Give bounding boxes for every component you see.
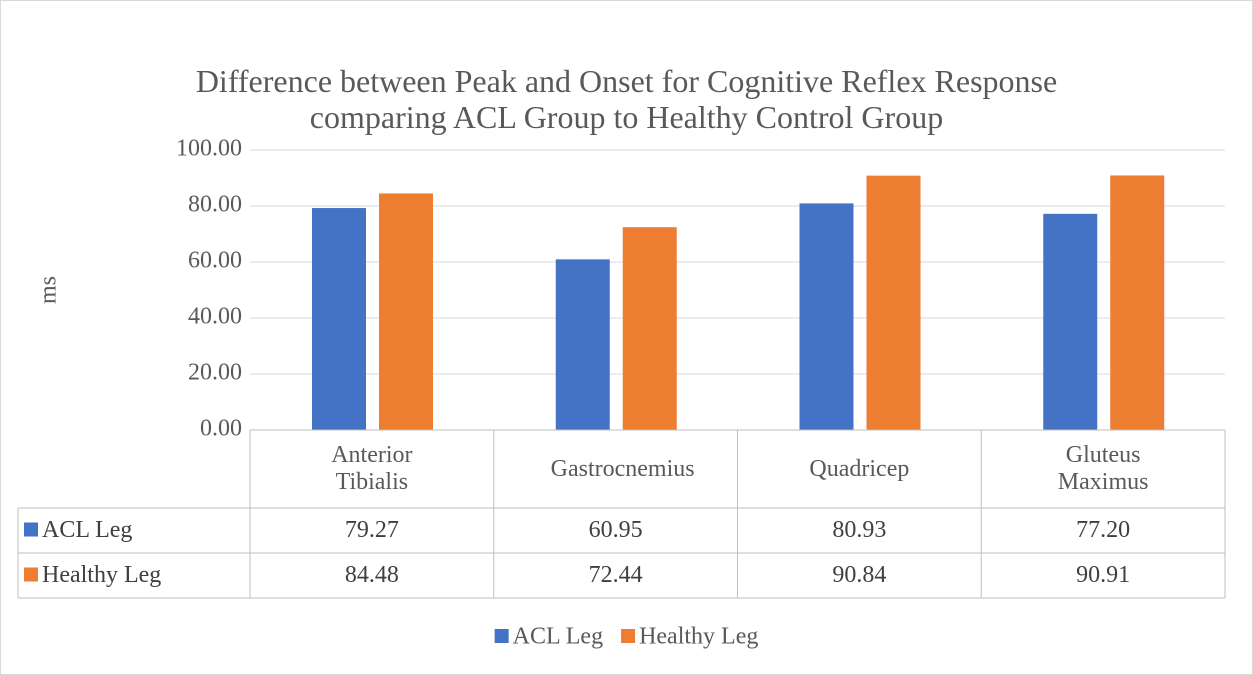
table-value: 79.27: [345, 517, 399, 543]
x-tick-label: Gastrocnemius: [550, 455, 695, 482]
y-tick-label: 40.00: [188, 304, 242, 330]
bar: [379, 193, 433, 430]
bar: [312, 208, 366, 430]
bar: [1043, 213, 1098, 430]
chart-title-wrap: Difference between Peak and Onset for Co…: [150, 55, 1103, 145]
table-value: 90.91: [1076, 562, 1130, 588]
y-tick-label: 0.00: [200, 416, 242, 442]
table-value: 72.44: [589, 562, 643, 588]
table-value: 84.48: [345, 562, 399, 588]
table-legend-key: [24, 522, 38, 537]
x-tick-label-wrap: Gluteus Maximus: [981, 430, 1225, 508]
x-tick-label-box: Gluteus Maximus: [981, 430, 1225, 508]
x-tick-label-box: Quadricep: [738, 430, 982, 508]
table-value: 77.20: [1076, 517, 1130, 543]
x-tick-label: Gluteus Maximus: [1057, 442, 1149, 495]
y-tick-label: 60.00: [188, 248, 242, 274]
legend-label: Healthy Leg: [639, 624, 758, 650]
x-tick-label: Quadricep: [809, 455, 910, 482]
x-tick-label-box: Anterior Tibialis: [250, 430, 494, 508]
x-tick-label-box: Gastrocnemius: [494, 430, 738, 508]
legend-label: ACL Leg: [513, 624, 603, 650]
table-series-name: ACL Leg: [42, 517, 132, 543]
bar: [866, 175, 921, 430]
table-value: 90.84: [832, 562, 886, 588]
bar: [622, 227, 677, 430]
table-value: 60.95: [589, 517, 643, 543]
x-tick-label-wrap: Anterior Tibialis: [250, 430, 494, 508]
y-tick-label: 20.00: [188, 360, 242, 386]
y-tick-label: 100.00: [176, 136, 242, 162]
legend-key: [621, 629, 636, 643]
bar: [1110, 175, 1165, 430]
legend-key: [494, 629, 509, 643]
bar: [555, 259, 610, 430]
chart-title-box: Difference between Peak and Onset for Co…: [150, 55, 1103, 145]
table-value: 80.93: [832, 517, 886, 543]
chart-title: Difference between Peak and Onset for Co…: [195, 63, 1058, 135]
bar: [799, 203, 854, 430]
x-tick-label: Anterior Tibialis: [331, 442, 413, 495]
x-tick-label-wrap: Quadricep: [738, 430, 982, 508]
legend: ACL Leg Healthy Leg: [494, 624, 758, 650]
table-legend-key: [24, 567, 38, 582]
x-tick-label-wrap: Gastrocnemius: [494, 430, 738, 508]
y-tick-label: 80.00: [188, 192, 242, 218]
table-series-name: Healthy Leg: [42, 562, 161, 588]
y-axis-label: ms: [36, 276, 62, 304]
